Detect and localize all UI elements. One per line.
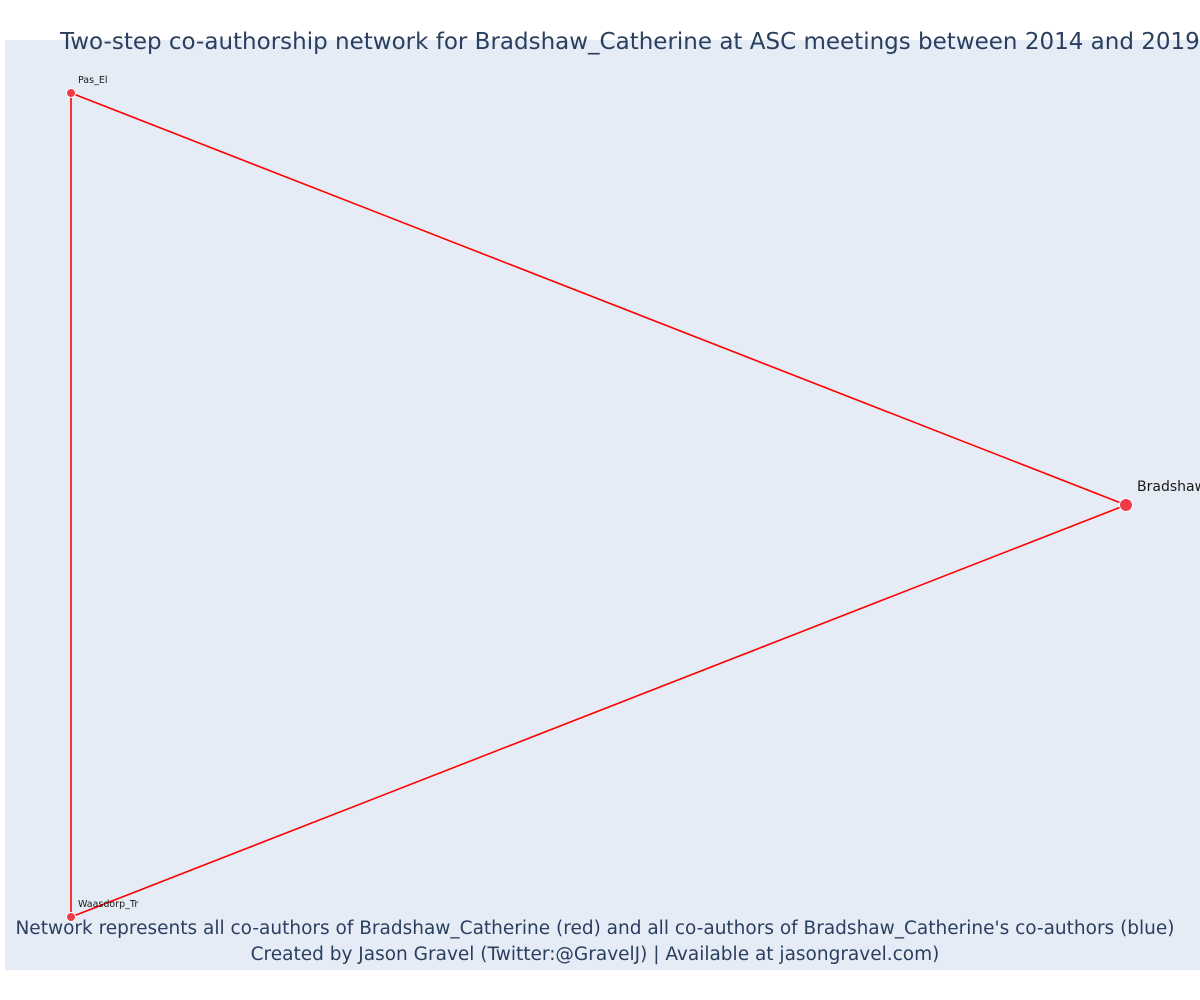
node-label-waasdorp: Waasdorp_Tr — [78, 899, 138, 910]
network-graph: Pas_El Bradshaw_Catherine Waasdorp_Tr — [66, 75, 1200, 922]
caption-line-1: Network represents all co-authors of Bra… — [15, 918, 1175, 939]
nodes-layer — [66, 88, 1133, 922]
caption-line-2: Created by Jason Gravel (Twitter:@Gravel… — [250, 944, 940, 965]
node-waasdorp[interactable] — [66, 912, 76, 922]
network-plot-area: Pas_El Bradshaw_Catherine Waasdorp_Tr — [5, 40, 1200, 970]
node-label-pas: Pas_El — [78, 75, 107, 86]
node-label-bradshaw: Bradshaw_Catherine — [1137, 479, 1200, 495]
edges-layer — [70, 92, 1127, 918]
labels-layer: Pas_El Bradshaw_Catherine Waasdorp_Tr — [78, 75, 1200, 910]
node-bradshaw[interactable] — [1119, 498, 1133, 512]
edge-bradshaw-waasdorp — [70, 504, 1127, 918]
chart-title: Two-step co-authorship network for Brads… — [60, 29, 1200, 55]
edge-pas-bradshaw — [70, 92, 1127, 506]
node-pas[interactable] — [66, 88, 76, 98]
